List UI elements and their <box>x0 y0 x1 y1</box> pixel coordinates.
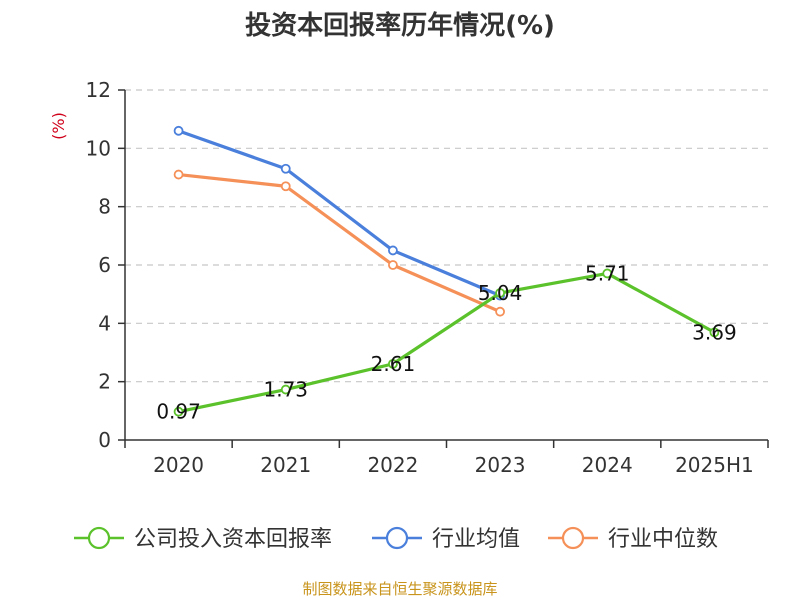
data-labels: 0.97 1.73 2.61 5.04 5.71 3.69 <box>156 261 736 423</box>
legend[interactable]: 公司投入资本回报率 行业均值 行业中位数 <box>74 526 718 552</box>
data-point[interactable] <box>388 358 398 369</box>
legend-marker-icon <box>561 526 585 550</box>
legend-marker-icon <box>87 526 111 550</box>
y-tick-label: 4 <box>98 311 111 335</box>
data-label: 3.69 <box>692 320 737 344</box>
y-tick-label: 8 <box>98 195 111 219</box>
y-tick-label: 2 <box>98 370 111 394</box>
data-point[interactable] <box>709 327 720 338</box>
data-point[interactable] <box>602 268 613 279</box>
data-label: 1.73 <box>263 378 308 402</box>
legend-item[interactable]: 行业均值 <box>372 526 520 552</box>
data-point[interactable] <box>173 406 184 417</box>
data-point[interactable] <box>388 245 398 256</box>
legend-item[interactable]: 行业中位数 <box>548 526 718 552</box>
data-point[interactable] <box>280 163 291 174</box>
y-axis-unit-label: (%) <box>49 112 68 140</box>
series-line <box>176 129 502 298</box>
series-line <box>176 271 717 414</box>
y-tick-label: 12 <box>86 78 111 102</box>
data-point[interactable] <box>280 384 291 395</box>
data-point[interactable] <box>173 125 184 136</box>
x-tick-label: 2025H1 <box>675 453 754 477</box>
data-label: 5.71 <box>585 261 630 285</box>
series-layer <box>173 125 720 417</box>
chart-title: 投资本回报率历年情况(%) <box>245 10 555 41</box>
data-label: 2.61 <box>371 352 416 376</box>
x-tick-label: 2021 <box>260 453 311 477</box>
source-note: 制图数据来自恒生聚源数据库 <box>302 580 497 598</box>
y-tick-label: 6 <box>98 253 111 277</box>
series-1 <box>173 125 505 301</box>
legend-label: 行业均值 <box>432 527 520 552</box>
data-point[interactable] <box>173 169 184 180</box>
series-line <box>176 172 502 314</box>
series-2 <box>173 169 505 317</box>
data-point[interactable] <box>495 306 505 317</box>
y-tick-label: 0 <box>98 428 111 452</box>
legend-label: 行业中位数 <box>608 527 718 552</box>
grid-lines <box>125 89 768 383</box>
x-tick-label: 2020 <box>153 453 204 477</box>
axes: 0 2 4 6 8 10 12 2020 2021 2022 2023 2024 2025H1 <box>86 78 769 477</box>
y-tick-label: 10 <box>86 136 111 160</box>
legend-label: 公司投入资本回报率 <box>134 527 332 552</box>
x-tick-label: 2023 <box>475 453 526 477</box>
legend-item[interactable]: 公司投入资本回报率 <box>74 526 332 552</box>
series-0 <box>173 268 720 417</box>
data-point[interactable] <box>495 288 505 298</box>
data-label: 5.04 <box>478 281 523 305</box>
x-tick-label: 2024 <box>582 453 633 477</box>
data-label: 0.97 <box>156 400 201 424</box>
x-tick-label: 2022 <box>367 453 418 477</box>
data-point[interactable] <box>280 181 291 192</box>
legend-marker-icon <box>385 526 409 550</box>
data-point[interactable] <box>388 260 398 270</box>
